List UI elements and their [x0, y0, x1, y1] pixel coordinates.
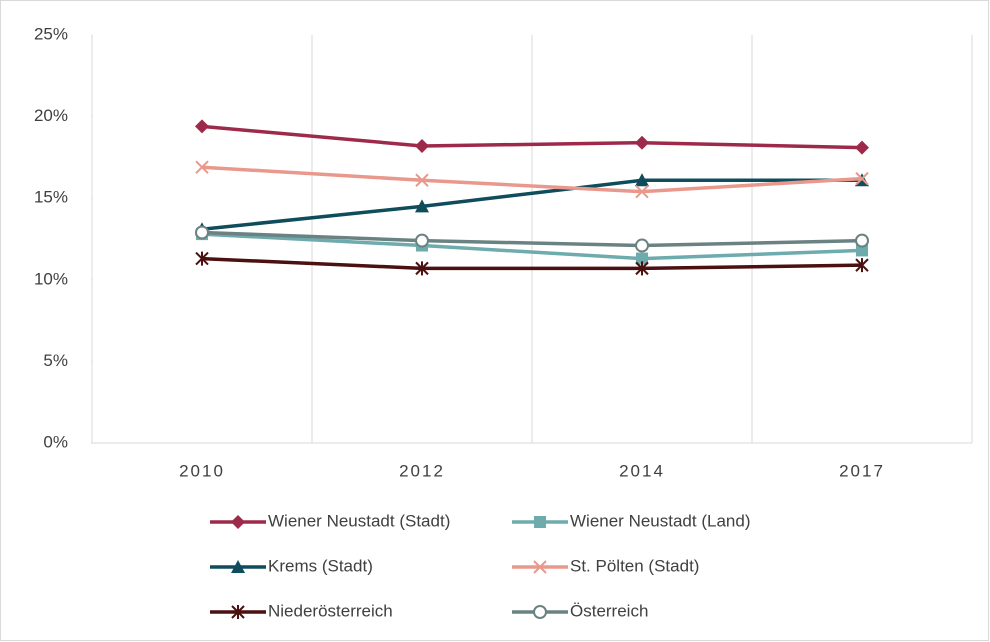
marker — [195, 160, 209, 174]
x-tick-label: 2017 — [839, 461, 885, 480]
series-line — [201, 230, 863, 248]
marker — [415, 173, 429, 187]
marker — [855, 258, 869, 273]
marker — [534, 516, 546, 528]
y-tick-label: 15% — [34, 188, 68, 207]
marker — [415, 138, 429, 153]
legend-label: Österreich — [570, 601, 648, 620]
marker — [855, 171, 869, 186]
marker — [415, 199, 429, 213]
marker — [533, 560, 547, 574]
marker — [415, 261, 429, 276]
x-tick-label: 2010 — [179, 461, 225, 480]
series-line — [201, 256, 863, 271]
legend-label: Niederösterreich — [268, 601, 393, 620]
y-tick-label: 25% — [34, 24, 68, 43]
x-tick-label: 2012 — [399, 461, 445, 480]
marker — [855, 233, 869, 248]
marker — [635, 238, 649, 253]
series-line — [201, 165, 863, 194]
marker — [533, 605, 547, 619]
x-tick-label: 2014 — [619, 461, 665, 480]
marker — [195, 119, 209, 134]
marker — [231, 605, 245, 619]
marker — [635, 173, 649, 187]
marker — [415, 233, 429, 248]
marker — [856, 244, 868, 257]
marker — [855, 140, 869, 155]
legend-label: Wiener Neustadt (Land) — [570, 511, 750, 530]
marker — [635, 135, 649, 150]
series-line — [201, 124, 863, 150]
legend-label: St. Pölten (Stadt) — [570, 556, 699, 575]
legend-label: Krems (Stadt) — [268, 556, 373, 575]
marker — [636, 252, 648, 265]
marker — [635, 261, 649, 276]
y-tick-label: 0% — [43, 432, 68, 451]
marker — [231, 560, 245, 573]
y-tick-label: 20% — [34, 106, 68, 125]
marker — [635, 184, 649, 199]
y-tick-label: 5% — [43, 351, 68, 370]
legend-label: Wiener Neustadt (Stadt) — [268, 511, 450, 530]
series-line — [201, 178, 862, 231]
marker — [195, 251, 209, 266]
marker — [231, 515, 245, 529]
y-tick-label: 10% — [34, 269, 68, 288]
marker — [195, 225, 209, 240]
series-line — [201, 232, 863, 261]
